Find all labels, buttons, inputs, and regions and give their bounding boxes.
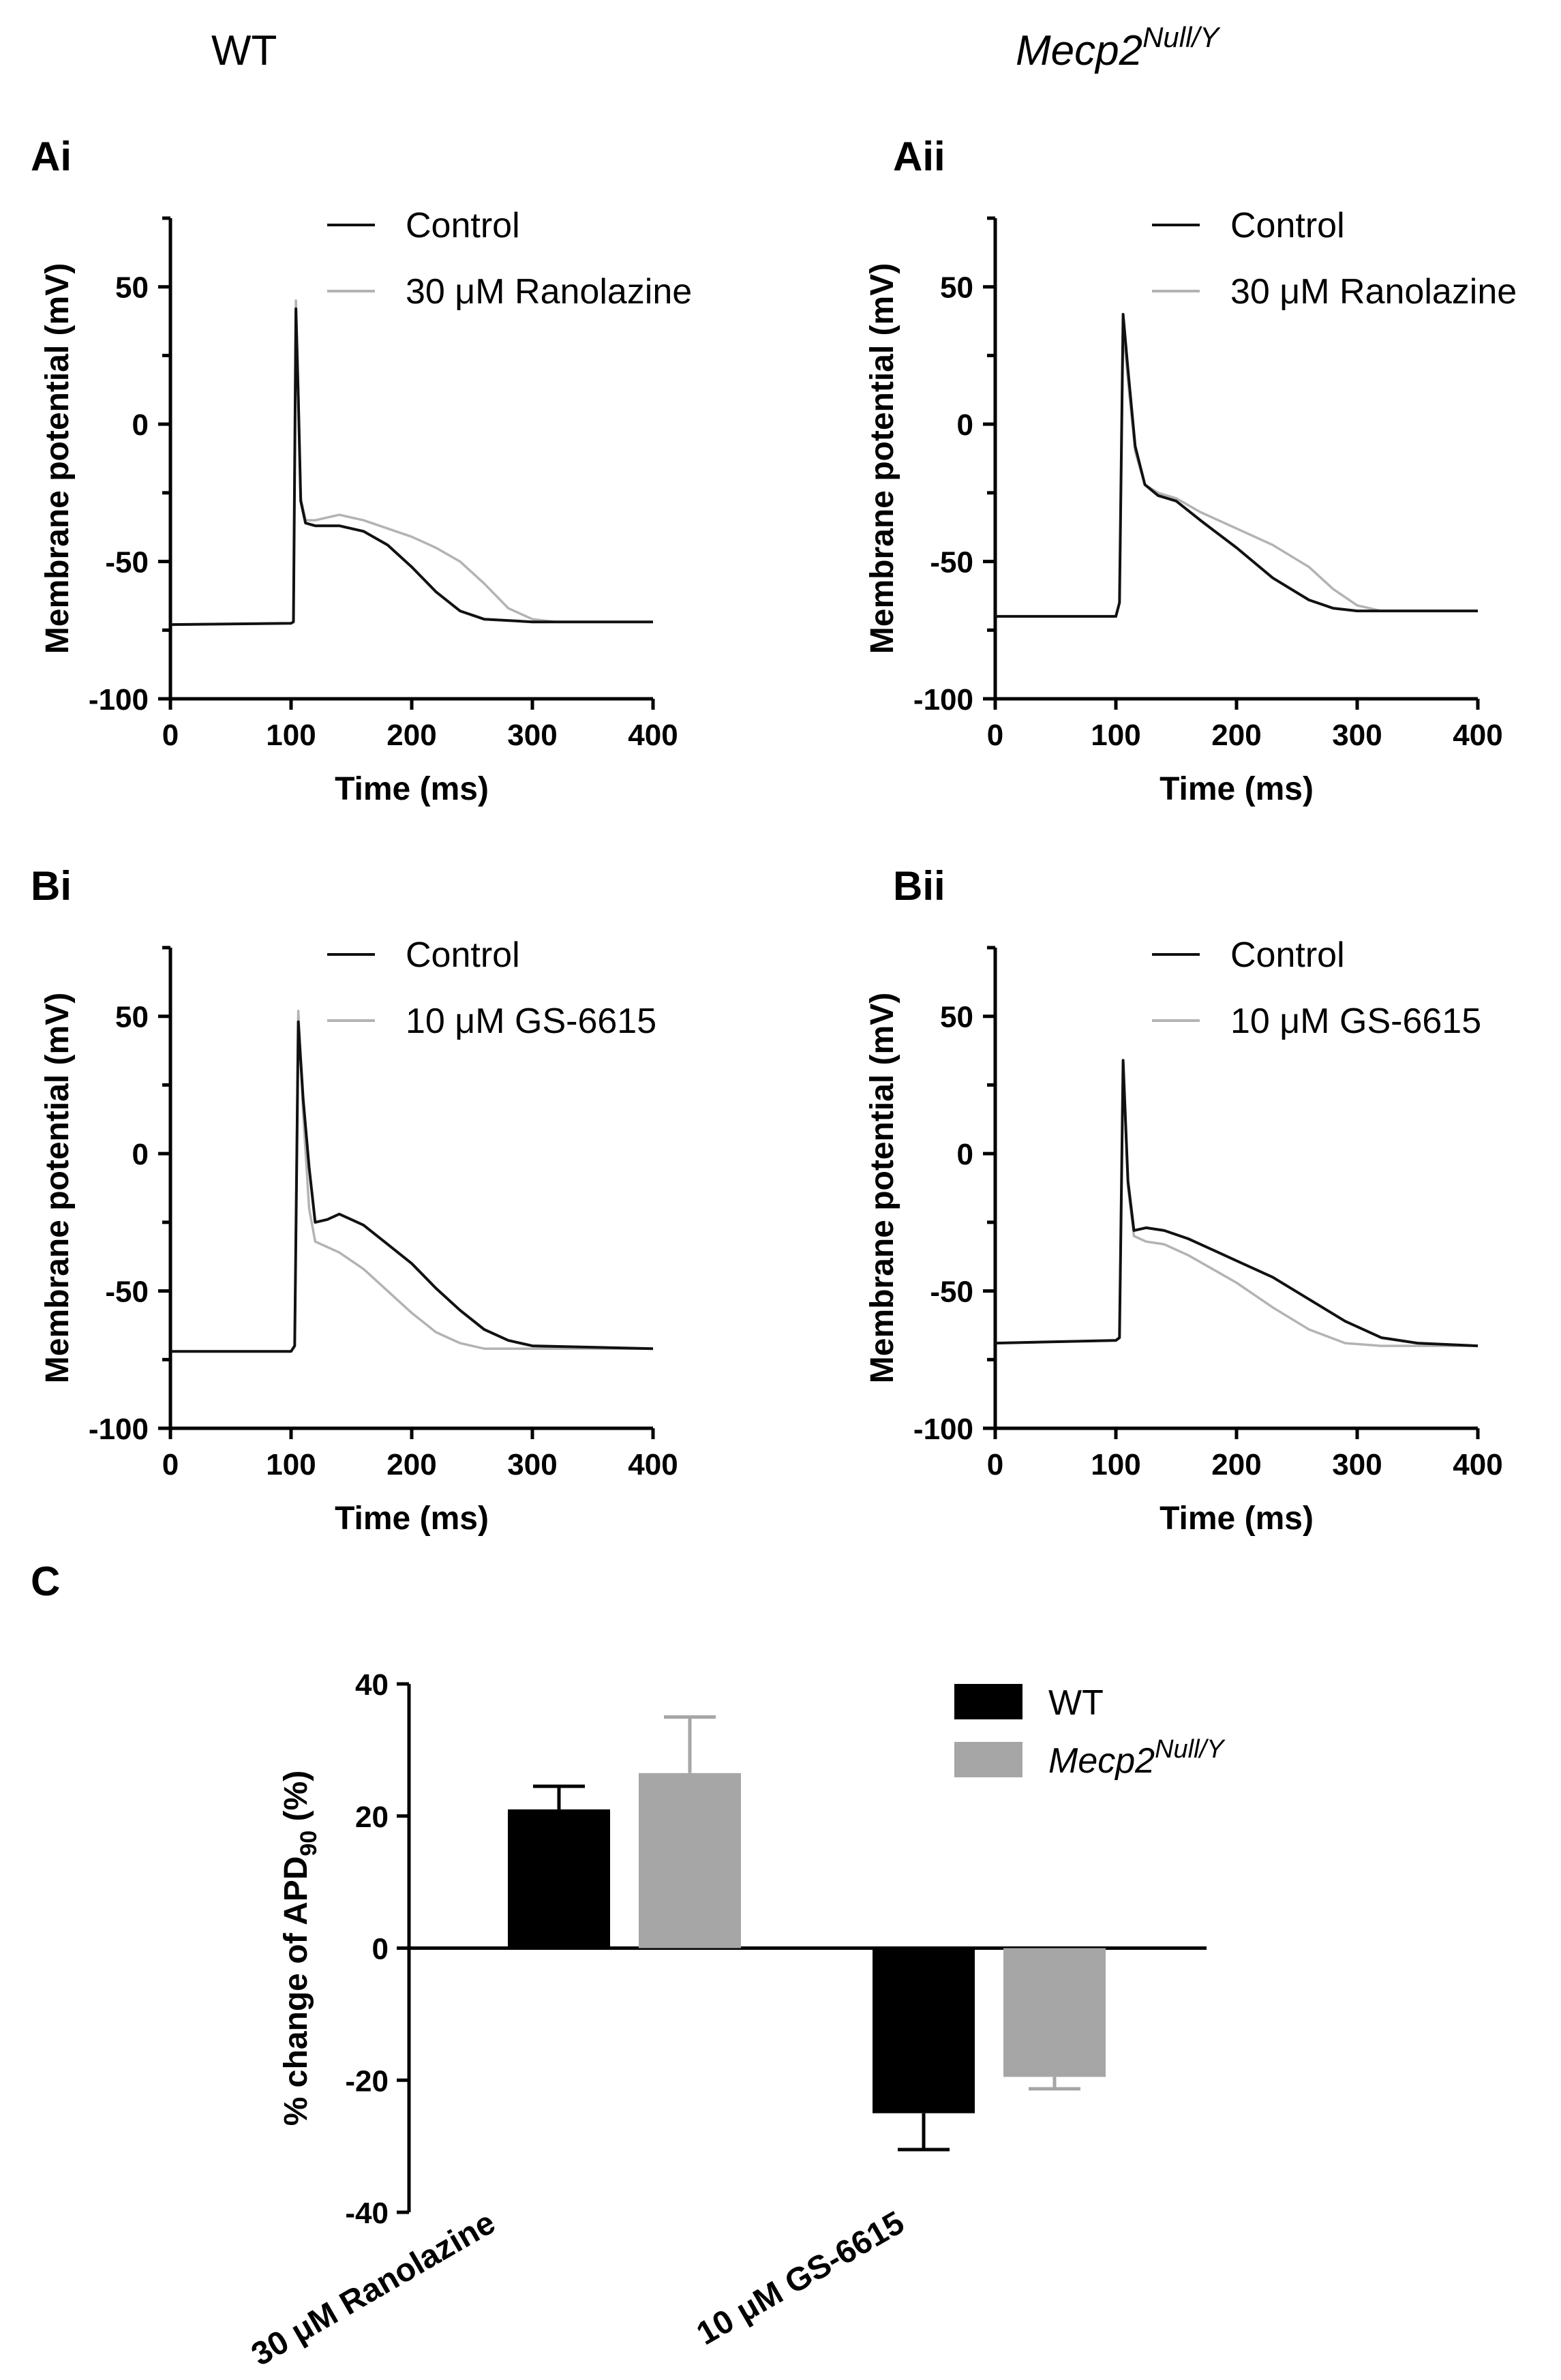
series-line-drug [995,1061,1478,1347]
legend-entry-mecp2: Mecp2Null/Y [1048,1735,1226,1781]
series-line-drug [995,327,1478,618]
x-tick-label: 200 [387,719,436,752]
x-tick-label: 0 [162,1448,179,1481]
panel-ai: Ai 0 100 200 300 400 -100 -50 0 50 Time (ms) Membra… [31,134,692,807]
column-header-mecp2-sup: Null/Y [1142,21,1221,53]
x-tick-label: 200 [1211,719,1261,752]
y-axis-label: Membrane potential (mV) [40,263,76,654]
y-tick-label: -100 [913,1413,973,1446]
series-line-control [170,307,653,627]
column-header-mecp2: Mecp2Null/Y [1016,21,1221,74]
y-tick-label: 0 [957,408,973,442]
y-tick-label: -50 [930,546,973,579]
legend-entry: Control [406,935,520,975]
y-tick-label: 50 [940,271,973,305]
panel-label: C [31,1558,60,1604]
x-tick-label: 300 [507,1448,557,1481]
bar-mecp2-ranolazine [639,1773,741,1948]
y-axis-label-unit: (%) [278,1771,314,1831]
legend-entry: 10 μM GS-6615 [1230,1001,1481,1041]
bar-mecp2-gs6615 [1003,1948,1106,2077]
column-header-mecp2-base: Mecp2 [1016,27,1142,74]
y-axis-label: Membrane potential (mV) [864,993,900,1383]
panel-bii: Bii 0 100 200 300 400 -100 -50 0 50 Time (ms) Membr… [864,863,1503,1537]
x-axis-label: Time (ms) [335,1501,489,1537]
bar-wt-ranolazine [508,1809,610,1948]
x-tick-label: 400 [1453,719,1502,752]
legend-entry-wt: WT [1048,1683,1104,1723]
x-tick-label: 100 [266,719,316,752]
legend-entry: 10 μM GS-6615 [406,1001,656,1041]
panel-bi: Bi 0 100 200 300 400 -100 -50 0 50 Time (ms) Membra… [31,863,678,1537]
y-tick-label: -100 [89,1413,149,1446]
bar-wt-gs6615 [873,1948,975,2113]
x-axis-label: Time (ms) [335,771,489,807]
series-line-control [170,1020,654,1353]
y-axis-label-subscript: 90 [296,1831,322,1856]
y-axis-label: Membrane potential (mV) [40,993,76,1383]
series-line-drug [170,1009,653,1353]
x-tick-label: 0 [987,1448,1003,1481]
y-axis-label: % change of APD90 (%) [278,1771,322,2126]
y-tick-label: 0 [957,1138,973,1171]
panel-aii: Aii 0 100 200 300 400 -100 -50 0 50 Time (ms) Membr… [864,134,1517,807]
x-tick-label: 300 [507,719,557,752]
x-tick-label: 0 [162,719,179,752]
y-axis-label-main: % change of APD [278,1856,314,2126]
y-tick-label: -20 [345,2064,389,2098]
y-tick-label: 20 [355,1801,389,1834]
series-line-drug [170,299,653,626]
y-tick-label: 50 [115,271,149,305]
legend-entry-mecp2-base: Mecp2 [1048,1741,1155,1781]
x-tick-label: 300 [1332,1448,1382,1481]
x-tick-label: 200 [1211,1448,1261,1481]
y-tick-label: 0 [372,1933,389,1966]
x-tick-label: 100 [266,1448,316,1481]
column-header-wt: WT [211,27,277,74]
y-tick-label: -50 [105,1276,149,1309]
x-tick-label: 400 [1453,1448,1502,1481]
legend-swatch-wt [954,1684,1022,1719]
legend-entry: 30 μM Ranolazine [1230,272,1517,312]
y-axis-label: Membrane potential (mV) [864,263,900,654]
x-tick-label: 400 [628,1448,678,1481]
panel-label: Bii [893,863,945,909]
series-line-control [995,313,1478,618]
x-tick-label: 400 [628,719,678,752]
series-line-control [995,1059,1479,1348]
y-tick-label: 50 [940,1001,973,1034]
y-tick-label: -50 [930,1276,973,1309]
x-tick-label: 200 [387,1448,436,1481]
panel-label: Bi [31,863,72,909]
legend-swatch-mecp2 [954,1742,1022,1777]
x-tick-label: 100 [1091,1448,1140,1481]
x-axis-label: Time (ms) [1160,1501,1314,1537]
legend-entry: 30 μM Ranolazine [406,272,692,312]
y-tick-label: -100 [913,683,973,717]
y-tick-label: -40 [345,2197,389,2230]
category-label: 10 μM GS-6615 [691,2205,910,2353]
x-tick-label: 0 [987,719,1003,752]
panel-label: Aii [893,134,945,179]
y-tick-label: -100 [89,683,149,717]
y-tick-label: -50 [105,546,149,579]
y-tick-label: 0 [132,408,149,442]
y-tick-label: 0 [132,1138,149,1171]
legend-entry: Control [406,206,520,245]
legend-entry-mecp2-sup: Null/Y [1155,1735,1226,1764]
x-tick-label: 300 [1332,719,1382,752]
x-tick-label: 100 [1091,719,1140,752]
legend-entry: Control [1230,206,1345,245]
legend-entry: Control [1230,935,1345,975]
y-tick-label: 50 [115,1001,149,1034]
panel-label: Ai [31,134,72,179]
y-tick-label: 40 [355,1668,389,1702]
x-axis-label: Time (ms) [1160,771,1314,807]
